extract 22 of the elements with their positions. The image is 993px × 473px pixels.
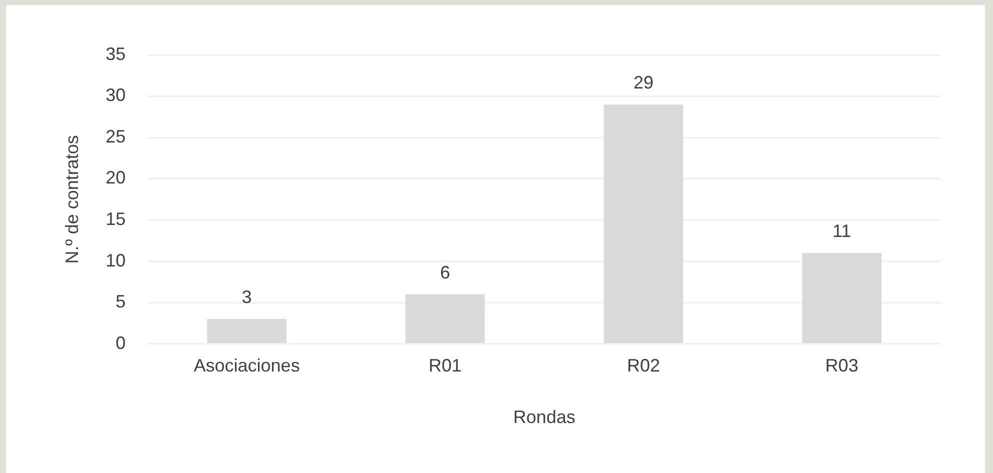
y-tick-label: 20 bbox=[106, 168, 126, 188]
bar bbox=[802, 253, 882, 344]
y-tick-label: 30 bbox=[106, 85, 126, 106]
data-label: 6 bbox=[440, 262, 450, 282]
x-tick-label: R02 bbox=[626, 356, 660, 376]
x-tick-label: R03 bbox=[825, 356, 858, 376]
bar bbox=[604, 104, 684, 344]
bar bbox=[207, 319, 286, 344]
y-tick-label: 15 bbox=[106, 208, 126, 229]
x-tick-label: R01 bbox=[428, 356, 462, 376]
y-tick-label: 5 bbox=[116, 292, 126, 312]
y-tick-label: 0 bbox=[116, 332, 126, 353]
data-label: 3 bbox=[242, 287, 252, 308]
y-tick-label: 10 bbox=[106, 250, 126, 270]
x-tick-label: Asociaciones bbox=[194, 356, 300, 376]
y-tick-label: 35 bbox=[106, 44, 126, 64]
data-label: 11 bbox=[832, 221, 852, 242]
y-axis-title: N.º de contratos bbox=[62, 135, 82, 264]
bar bbox=[405, 294, 485, 344]
y-tick-label: 25 bbox=[106, 126, 126, 146]
x-axis-title: Rondas bbox=[513, 407, 576, 428]
data-label: 29 bbox=[633, 72, 654, 92]
